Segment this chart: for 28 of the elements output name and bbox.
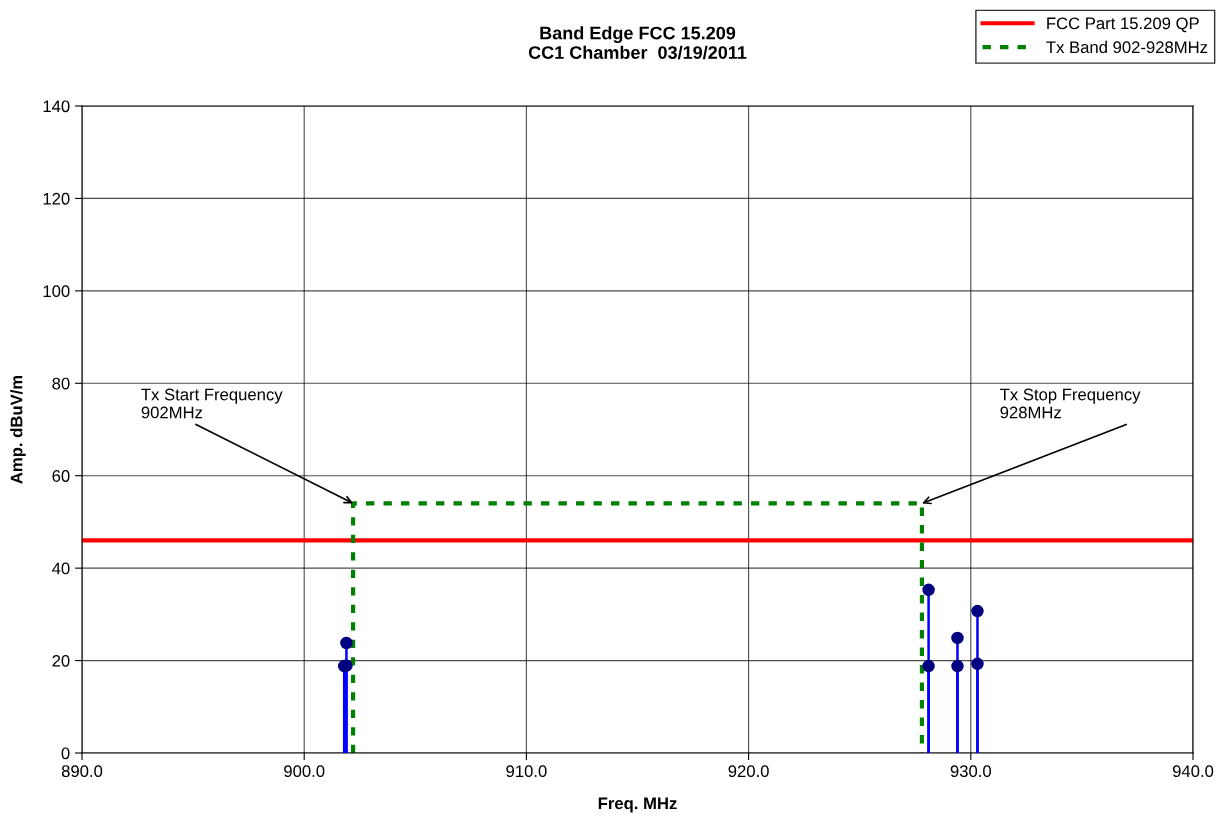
annotation: Tx Stop Frequency 928MHz [1000,388,1141,419]
x-axis-title: Freq. MHz [598,797,677,813]
chart-title: Band Edge FCC 15.209 CC1 Chamber 03/19/2011 [528,26,747,60]
y-tick-label: 100 [43,285,70,298]
y-tick-label: 60 [52,470,70,482]
legend-label: FCC Part 15.209 QP [1047,17,1199,33]
point [971,657,984,671]
point [922,659,935,673]
point [951,659,964,673]
x-tick-label: 940.0 [1172,765,1214,778]
y-tick-label: 80 [52,377,70,390]
x-tick-label: 910.0 [506,765,547,778]
point [971,604,984,618]
point [951,631,964,645]
y-tick-label: 140 [43,100,70,113]
x-tick-label: 930.0 [950,765,991,778]
annotation: Tx Start Frequency 902MHz [141,388,283,419]
y-tick-label: 120 [43,192,70,205]
y-tick-label: 0 [61,747,70,760]
x-tick-label: 920.0 [728,765,769,778]
point [922,583,935,597]
x-tick-label: 900.0 [284,765,325,778]
point [340,636,353,650]
y-tick-label: 40 [52,562,70,575]
y-tick-label: 20 [52,654,70,667]
x-tick-label: 890.0 [61,765,103,778]
legend-label: Tx Band 902-928MHz [1046,40,1208,54]
y-axis-title: Amp. dBuV/m [10,375,26,484]
